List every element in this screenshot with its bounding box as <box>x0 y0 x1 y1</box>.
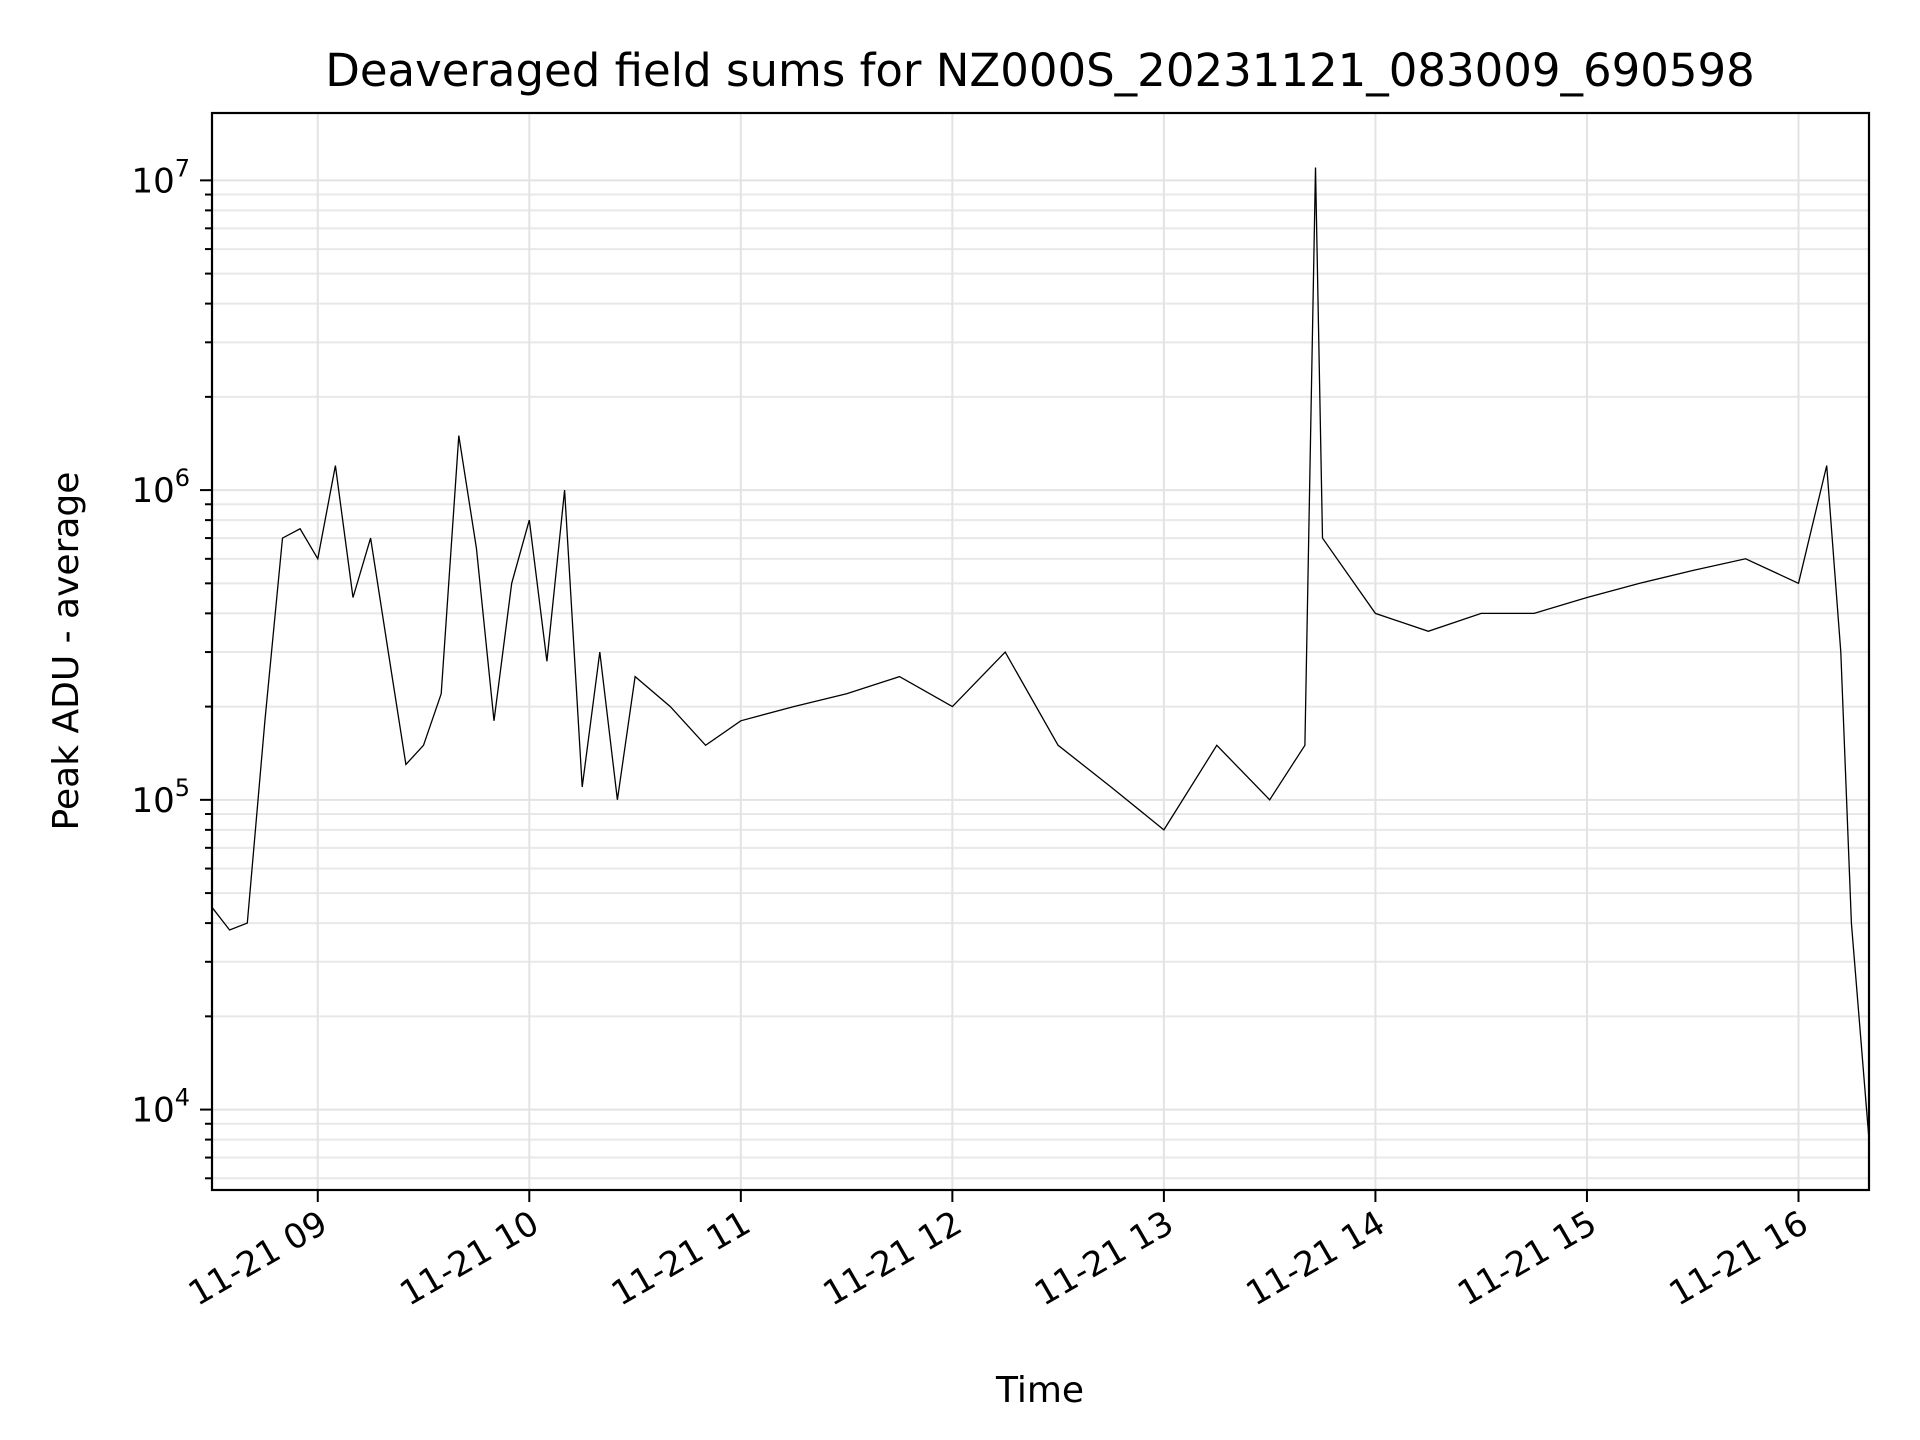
plot-area <box>211 167 1870 1140</box>
y-tick-label: 104 <box>131 1084 190 1131</box>
y-tick-label: 106 <box>131 464 190 511</box>
y-axis-label: Peak ADU - average <box>46 472 87 831</box>
chart-title: Deaveraged field sums for NZ000S_2023112… <box>325 44 1755 97</box>
series-line <box>211 167 1870 1140</box>
grid <box>212 113 1869 1190</box>
y-tick-label: 107 <box>131 154 190 201</box>
y-tick-label: 105 <box>131 774 190 821</box>
y-axis: 104 105 106 107 <box>131 154 212 1180</box>
x-axis-label: Time <box>995 1370 1084 1411</box>
